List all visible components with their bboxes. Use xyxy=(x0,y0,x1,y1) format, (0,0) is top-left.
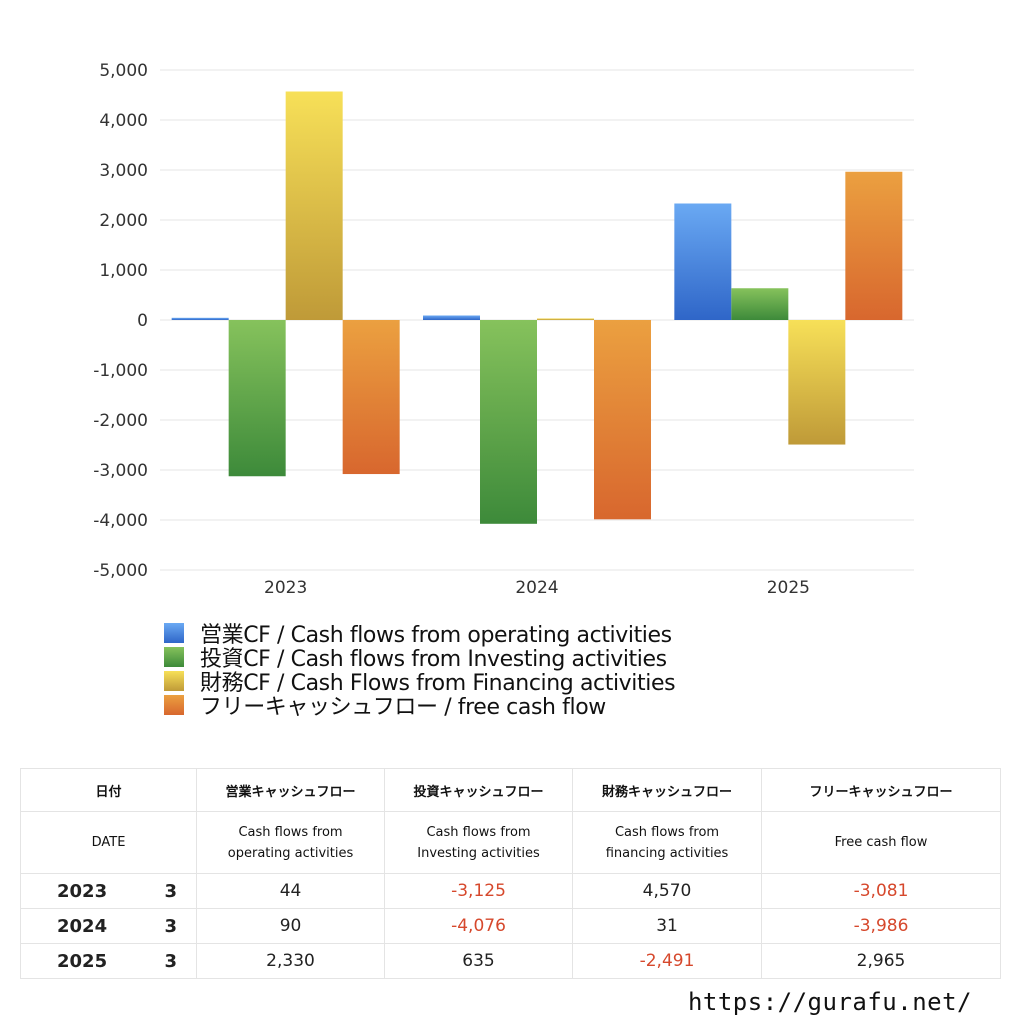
row-free: -3,081 xyxy=(761,873,1002,909)
row-free: 2,965 xyxy=(761,943,1002,979)
bar-2025-series-3 xyxy=(845,171,903,320)
bar-2025-series-0 xyxy=(674,203,732,320)
y-tick-label: 2,000 xyxy=(99,211,148,231)
y-tick-label: -2,000 xyxy=(93,411,148,431)
row-financing: 4,570 xyxy=(572,873,763,909)
y-tick-label: 0 xyxy=(137,311,148,331)
row-month: 3 xyxy=(145,873,198,909)
header-operating-en: Cash flows from operating activities xyxy=(196,811,386,874)
y-tick-label: -4,000 xyxy=(93,511,148,531)
header-free-jp: フリーキャッシュフロー xyxy=(761,768,1002,812)
table-header-en: DATE Cash flows from operating activities… xyxy=(19,811,1002,874)
row-operating: 44 xyxy=(196,873,386,909)
row-financing: -2,491 xyxy=(572,943,763,979)
legend-swatch-operating xyxy=(164,623,184,643)
site-url[interactable]: https://gurafu.net/ xyxy=(687,988,972,1016)
y-tick-label: 3,000 xyxy=(99,161,148,181)
header-financing-jp: 財務キャッシュフロー xyxy=(572,768,763,812)
y-tick-label: 4,000 xyxy=(99,111,148,131)
row-operating: 90 xyxy=(196,908,386,944)
table-row: 2024 3 90 -4,076 31 -3,986 xyxy=(20,908,1002,944)
header-financing-en-line1: Cash flows from xyxy=(614,824,720,840)
legend-label-operating: 営業CF / Cash flows from operating activit… xyxy=(200,623,672,648)
row-financing: 31 xyxy=(572,908,763,944)
y-tick-label: -5,000 xyxy=(93,561,148,581)
legend-swatch-financing xyxy=(164,671,184,691)
header-operating-en-line2: operating activities xyxy=(227,845,354,861)
legend-item-investing: 投資CF / Cash flows from Investing activit… xyxy=(164,645,675,672)
legend-swatch-free xyxy=(164,695,184,715)
table-row: 2025 3 2,330 635 -2,491 2,965 xyxy=(20,943,1002,979)
legend: 営業CF / Cash flows from operating activit… xyxy=(164,621,676,720)
bar-2024-series-0 xyxy=(423,315,480,320)
y-tick-label: 5,000 xyxy=(99,61,148,81)
row-year: 2023 xyxy=(20,873,146,909)
y-tick-label: -3,000 xyxy=(93,461,148,481)
x-category-label: 2023 xyxy=(264,578,307,598)
y-axis-ticks: 5,000 4,000 3,000 2,000 1,000 0 -1,000 -2,000 -3… xyxy=(93,61,148,581)
header-investing-en-line2: Investing activities xyxy=(417,845,540,861)
row-operating: 2,330 xyxy=(196,943,386,979)
header-investing-en-line1: Cash flows from xyxy=(426,824,531,840)
bar-2024-series-3 xyxy=(594,320,651,520)
table-row: 2023 3 44 -3,125 4,570 -3,081 xyxy=(20,873,1002,909)
legend-item-operating: 営業CF / Cash flows from operating activit… xyxy=(164,621,675,648)
bar-2023-series-1 xyxy=(228,320,286,477)
row-month: 3 xyxy=(145,908,198,944)
x-axis-categories: 2023 2024 2025 xyxy=(264,578,810,598)
header-free-en: Free cash flow xyxy=(761,811,1002,874)
legend-label-financing: 財務CF / Cash Flows from Financing activit… xyxy=(200,671,676,696)
row-investing: 635 xyxy=(384,943,574,979)
y-tick-label: -1,000 xyxy=(93,361,148,381)
bar-2023-series-0 xyxy=(171,317,229,320)
row-year: 2025 xyxy=(20,943,146,979)
cash-flow-chart: 5,000 4,000 3,000 2,000 1,000 0 -1,000 -2,000 -3… xyxy=(93,61,914,598)
table-header-jp: 日付 営業キャッシュフロー 投資キャッシュフロー 財務キャッシュフロー フリーキ… xyxy=(19,768,1002,812)
row-free: -3,986 xyxy=(761,908,1002,944)
x-category-label: 2024 xyxy=(515,578,558,598)
header-investing-en: Cash flows from Investing activities xyxy=(384,811,574,874)
row-year: 2024 xyxy=(20,908,146,944)
row-month: 3 xyxy=(145,943,198,979)
bar-2025-series-1 xyxy=(731,288,789,320)
bar-2024-series-2 xyxy=(537,318,594,320)
bar-2023-series-2 xyxy=(285,91,343,320)
bar-2025-series-2 xyxy=(788,320,846,445)
x-category-label: 2025 xyxy=(767,578,810,598)
header-operating-en-line1: Cash flows from xyxy=(238,824,343,840)
header-date-en: DATE xyxy=(19,811,198,874)
bars xyxy=(171,91,903,524)
header-investing-jp: 投資キャッシュフロー xyxy=(384,768,574,812)
y-tick-label: 1,000 xyxy=(99,261,148,281)
legend-swatch-investing xyxy=(164,647,184,667)
header-operating-jp: 営業キャッシュフロー xyxy=(196,768,386,812)
bar-2023-series-3 xyxy=(342,320,400,475)
legend-label-investing: 投資CF / Cash flows from Investing activit… xyxy=(200,647,667,672)
cash-flow-table: 日付 営業キャッシュフロー 投資キャッシュフロー 財務キャッシュフロー フリーキ… xyxy=(19,768,1002,979)
legend-label-free: フリーキャッシュフロー / free cash flow xyxy=(200,695,606,720)
row-investing: -3,125 xyxy=(384,873,574,909)
header-financing-en-line2: financing activities xyxy=(605,845,729,861)
legend-item-free: フリーキャッシュフロー / free cash flow xyxy=(164,693,675,720)
legend-item-financing: 財務CF / Cash Flows from Financing activit… xyxy=(164,669,676,696)
header-financing-en: Cash flows from financing activities xyxy=(572,811,763,874)
header-date-jp: 日付 xyxy=(19,768,198,812)
row-investing: -4,076 xyxy=(384,908,574,944)
bar-2024-series-1 xyxy=(480,320,537,524)
